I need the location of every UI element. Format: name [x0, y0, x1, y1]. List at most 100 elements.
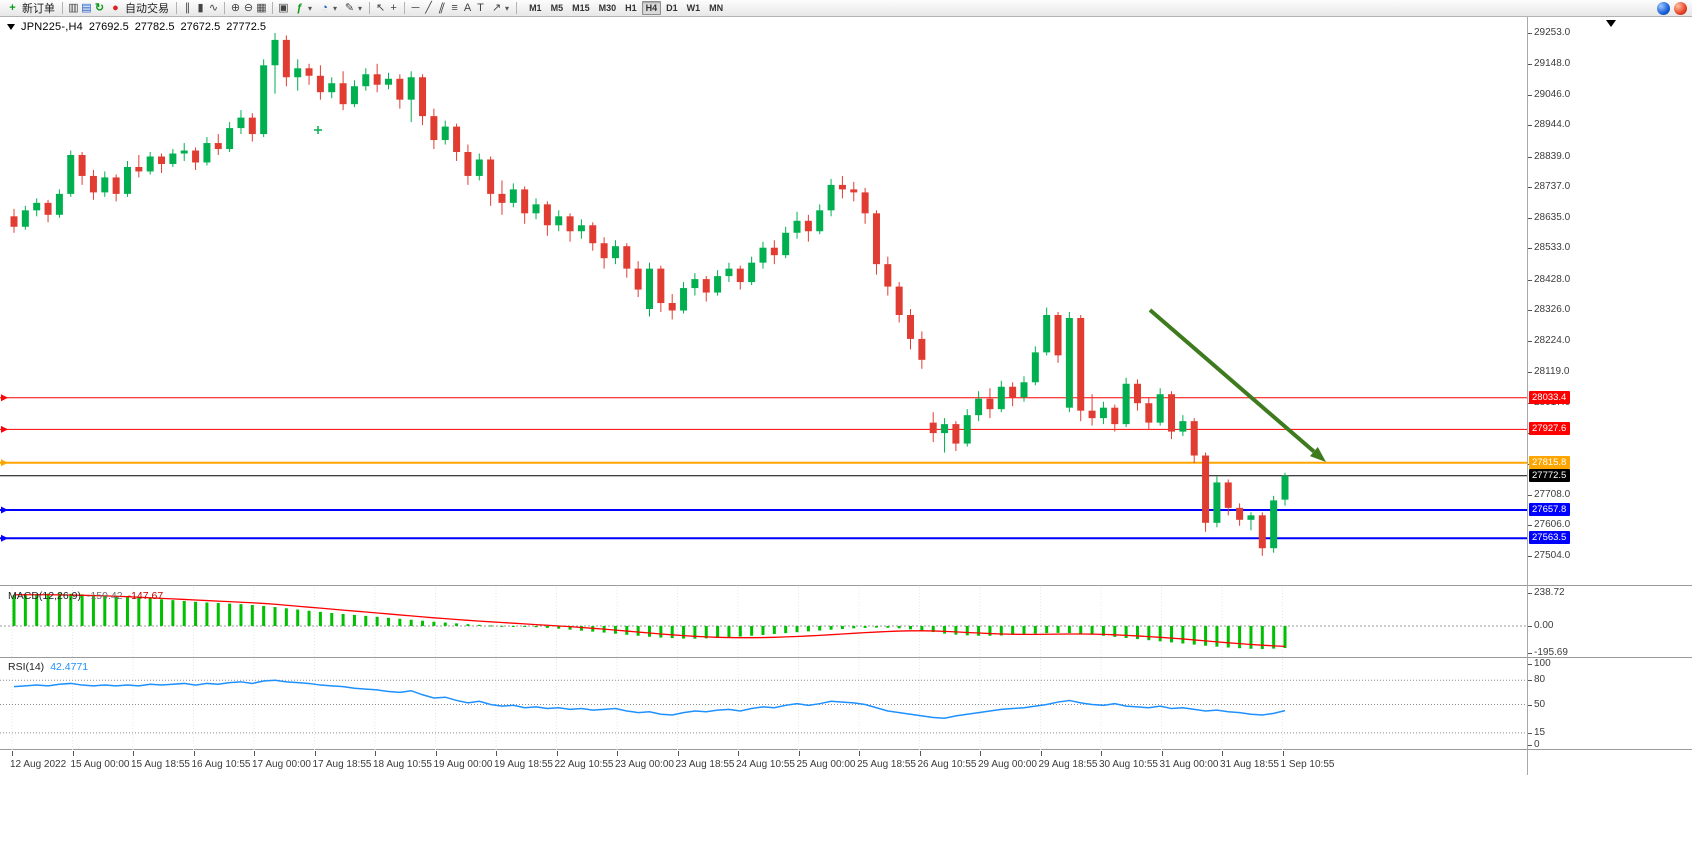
macd-histogram-bar	[489, 625, 493, 627]
macd-histogram-bar	[965, 625, 969, 636]
price-tickmark	[1528, 372, 1532, 374]
macd-histogram-bar	[1272, 625, 1276, 649]
trendline-tool-icon[interactable]: ╱	[425, 1, 432, 14]
macd-signal-line	[14, 594, 1286, 648]
timeframe-mn[interactable]: MN	[709, 3, 724, 13]
macd-histogram-bar	[160, 599, 164, 626]
label-tool-icon[interactable]: T	[477, 1, 484, 14]
macd-chart[interactable]	[0, 587, 1692, 658]
macd-histogram-bar	[1249, 625, 1253, 649]
macd-histogram-bar	[262, 605, 266, 626]
macd-histogram-bar	[1226, 625, 1230, 648]
candle	[192, 150, 200, 163]
macd-histogram-bar	[273, 607, 277, 626]
text-tool-icon[interactable]: A	[463, 1, 472, 14]
price-line-label: 27563.5	[1529, 531, 1571, 545]
candle	[1270, 500, 1278, 549]
toolbar-separator	[516, 2, 518, 14]
timeframe-h1[interactable]: H1	[625, 3, 637, 13]
timeframe-d1[interactable]: D1	[666, 3, 678, 13]
price-tick: 29046.0	[1534, 88, 1571, 100]
candle	[1190, 421, 1198, 456]
macd-panel[interactable]	[0, 587, 1692, 658]
tile-windows-icon[interactable]: ▦	[256, 1, 267, 14]
charts-icon[interactable]: ▥	[68, 1, 79, 14]
chart-shift-marker[interactable]	[1606, 20, 1616, 27]
candle	[67, 155, 75, 194]
main-chart-panel[interactable]	[0, 17, 1692, 586]
timeframe-m1[interactable]: M1	[529, 3, 542, 13]
time-axis[interactable]: 12 Aug 2022 15 Aug 00:00 15 Aug 18:55 16 Au…	[0, 751, 1692, 777]
fibonacci-tool-icon[interactable]: ≡	[451, 1, 458, 14]
timeframe-h4[interactable]: H4	[641, 1, 662, 15]
time-label: 12 Aug 2022	[10, 759, 67, 770]
rsi-panel[interactable]	[0, 659, 1692, 750]
macd-histogram-bar	[455, 623, 459, 626]
candlestick-chart[interactable]	[0, 17, 1692, 586]
zoom-in-icon[interactable]: ⊕	[230, 1, 241, 14]
zoom-out-icon[interactable]: ⊖	[243, 1, 254, 14]
toolbar-separator	[404, 2, 406, 14]
candle	[1179, 421, 1187, 432]
macd-histogram-bar	[625, 625, 629, 635]
macd-histogram-bar	[1101, 625, 1105, 636]
chevron-down-icon: ▾	[308, 3, 313, 13]
rsi-scale-tick: 15	[1534, 726, 1546, 738]
new-order-icon: +	[9, 1, 16, 14]
price-axis[interactable]: 29253.0 29148.0 29046.0 28944.0 28839.0 28737…	[1528, 17, 1692, 775]
time-label: 17 Aug 00:00	[252, 759, 311, 770]
crosshair-icon[interactable]: +	[390, 1, 397, 14]
periods-button[interactable]: ◔ ▾	[315, 1, 340, 16]
line-chart-icon[interactable]: ∿	[208, 1, 219, 14]
macd-histogram-bar	[432, 621, 436, 626]
profiles-icon[interactable]: ▤	[81, 1, 92, 14]
timeframe-w1[interactable]: W1	[686, 3, 701, 13]
macd-histogram-bar	[1045, 625, 1049, 634]
horizontal-line-tool-icon[interactable]: ─	[411, 1, 420, 14]
cursor-icon[interactable]: ↖	[375, 1, 386, 14]
time-label: 31 Aug 18:55	[1220, 759, 1279, 770]
macd-histogram-bar	[750, 625, 754, 636]
candle	[419, 77, 427, 117]
arrows-tool-button[interactable]: ↗ ▾	[487, 1, 512, 16]
indicators-button[interactable]: ƒ ▾	[290, 1, 315, 16]
auto-arrange-icon[interactable]: ▣	[278, 1, 289, 14]
rsi-chart[interactable]	[0, 659, 1692, 750]
macd-histogram-bar	[874, 625, 878, 628]
candle	[44, 202, 52, 215]
macd-histogram-bar	[69, 593, 73, 626]
time-tickmark	[72, 751, 74, 756]
time-tickmark	[556, 751, 558, 756]
new-order-button[interactable]: + 新订单	[3, 1, 58, 16]
chevron-down-icon: ▾	[358, 3, 363, 13]
macd-histogram-bar	[840, 625, 844, 630]
macd-histogram-bar	[557, 625, 561, 629]
trend-arrow	[1148, 308, 1316, 454]
macd-histogram-bar	[466, 624, 470, 626]
candle	[237, 117, 245, 129]
macd-histogram-bar	[330, 612, 334, 626]
macd-histogram-bar	[228, 603, 232, 626]
timeframe-m5[interactable]: M5	[550, 3, 564, 13]
time-tickmark	[738, 751, 739, 756]
bar-chart-icon[interactable]: ∥	[184, 1, 191, 14]
candlestick-chart-icon[interactable]: ▮	[197, 1, 204, 14]
candle	[1122, 383, 1130, 425]
timeframe-m15[interactable]: M15	[572, 3, 590, 13]
autotrading-label: 自动交易	[125, 3, 169, 15]
timeframe-m30[interactable]: M30	[598, 3, 617, 13]
macd-histogram-bar	[250, 604, 254, 626]
price-tickmark	[1528, 310, 1532, 312]
refresh-icon[interactable]: ↻	[94, 1, 105, 14]
candle	[770, 247, 778, 256]
templates-button[interactable]: ✎ ▾	[340, 1, 365, 16]
autotrading-button[interactable]: ● 自动交易	[106, 1, 172, 16]
time-label: 24 Aug 10:55	[736, 759, 795, 770]
community-icon[interactable]	[1657, 1, 1670, 15]
alert-icon[interactable]	[1674, 1, 1687, 15]
candle	[1133, 383, 1141, 404]
candle	[532, 204, 540, 214]
candle	[543, 204, 551, 226]
macd-histogram-bar	[727, 625, 731, 638]
price-tickmark	[1528, 94, 1532, 96]
